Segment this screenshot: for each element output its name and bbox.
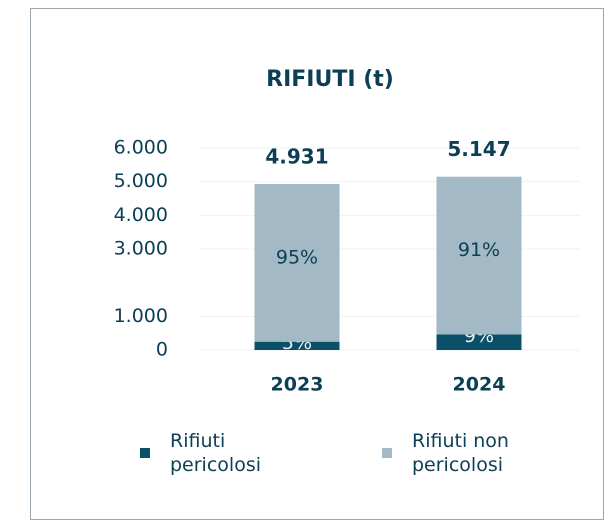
legend-swatch (382, 448, 392, 458)
bar-segment (254, 341, 340, 350)
legend-swatch (140, 448, 150, 458)
y-tick-label: 3.000 (114, 238, 168, 260)
total-label: 5.147 (447, 137, 510, 161)
data-label: 91% (458, 239, 500, 261)
y-tick-label: 5.000 (114, 170, 168, 192)
frame (30, 8, 604, 520)
bar-segment (254, 183, 340, 342)
chart-title: RIFIUTI (t) (266, 67, 394, 92)
y-tick-label: 0 (156, 339, 168, 361)
legend-label: Rifiuti pericolosi (170, 430, 261, 476)
bar-segment (436, 334, 522, 350)
total-label: 4.931 (265, 144, 328, 168)
x-tick-label: 2024 (453, 374, 506, 396)
x-tick-label: 2023 (271, 374, 324, 396)
data-label: 95% (276, 246, 318, 268)
y-tick-label: 4.000 (114, 204, 168, 226)
y-tick-label: 6.000 (114, 137, 168, 159)
bar-segment (436, 176, 522, 335)
legend-label: Rifiuti non pericolosi (412, 430, 509, 476)
y-tick-label: 1.000 (114, 305, 168, 327)
